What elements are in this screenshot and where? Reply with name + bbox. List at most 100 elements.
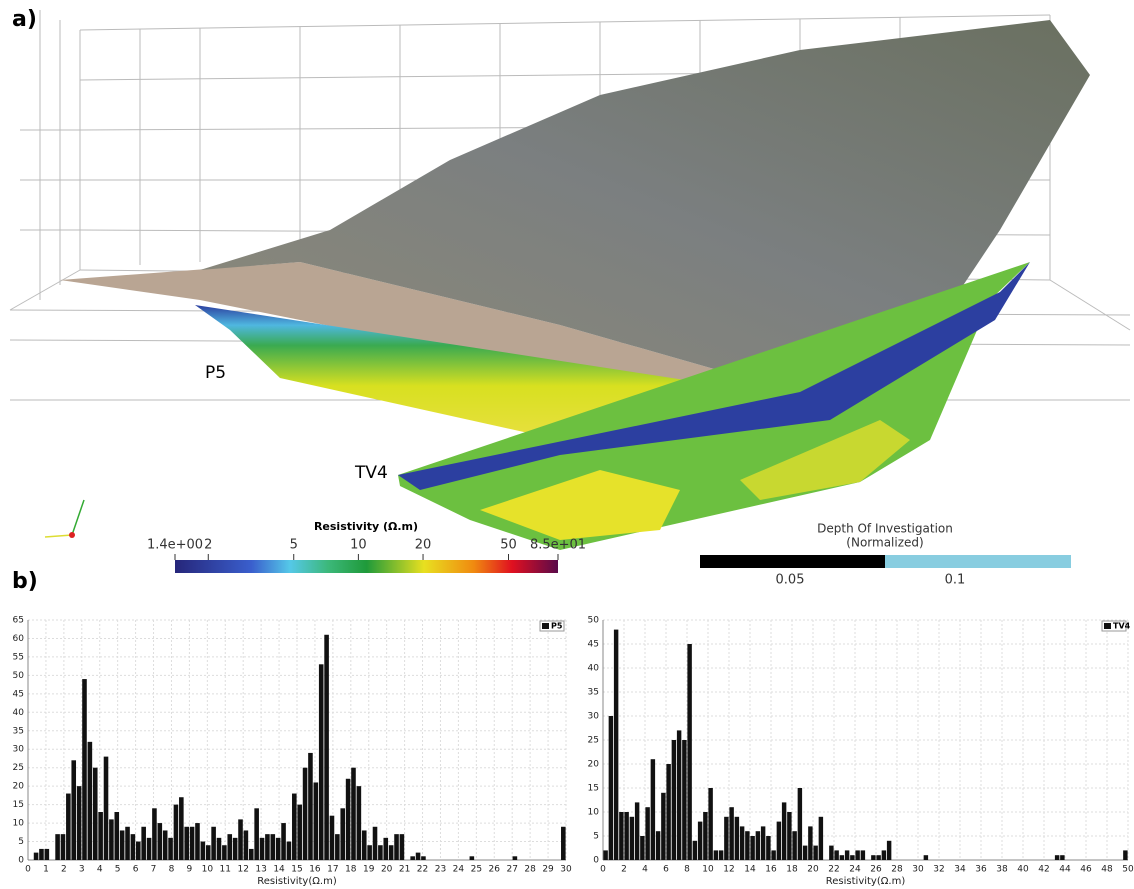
bar	[645, 807, 650, 860]
y-tick-label: 65	[13, 616, 24, 626]
bar	[844, 850, 850, 860]
bar	[66, 793, 71, 860]
bar	[834, 850, 839, 860]
bar	[125, 826, 130, 860]
bar	[766, 836, 771, 860]
y-tick-label: 5	[593, 832, 599, 842]
bar	[818, 816, 824, 860]
x-tick-label: 28	[524, 865, 536, 875]
bar	[313, 782, 319, 860]
bar	[340, 808, 346, 860]
x-tick-label: 14	[744, 865, 756, 875]
bar	[173, 804, 179, 860]
bar	[640, 836, 645, 860]
bar	[248, 848, 254, 860]
bar	[44, 848, 50, 860]
bar	[750, 836, 755, 860]
bar	[829, 845, 834, 860]
section-tv4-top	[398, 262, 1030, 490]
bar	[227, 834, 233, 860]
x-tick-label: 19	[363, 865, 375, 875]
x-tick-label: 4	[97, 865, 103, 875]
bar	[603, 850, 608, 860]
x-axis-label: Resistivity(Ω.m)	[826, 876, 906, 887]
bar	[216, 837, 222, 860]
bar	[734, 816, 740, 860]
bar	[162, 830, 168, 860]
bar	[813, 845, 818, 860]
x-tick-label: 42	[1038, 865, 1049, 875]
x-tick-label: 26	[870, 865, 882, 875]
x-tick-label: 12	[237, 865, 248, 875]
bar	[60, 834, 66, 860]
y-tick-label: 35	[588, 688, 599, 698]
bar	[318, 664, 324, 860]
bar	[886, 840, 892, 860]
y-tick-label: 30	[588, 712, 600, 722]
bar	[676, 730, 682, 860]
doi-title: Depth Of Investigation	[817, 522, 953, 536]
bar	[302, 767, 308, 860]
bar	[281, 823, 286, 860]
bar	[179, 797, 184, 860]
bar	[136, 841, 141, 860]
x-tick-label: 8	[169, 865, 175, 875]
section-tv4-low	[740, 420, 910, 500]
x-tick-label: 14	[273, 865, 285, 875]
bar	[687, 644, 692, 860]
bar	[881, 850, 887, 860]
bar	[729, 807, 734, 860]
x-tick-label: 40	[1017, 865, 1029, 875]
bar	[265, 834, 270, 860]
legend-label: P5	[551, 622, 563, 631]
bar	[613, 629, 619, 860]
bar	[876, 855, 881, 860]
y-tick-label: 5	[18, 837, 24, 847]
bar	[33, 852, 39, 860]
x-tick-label: 13	[255, 865, 266, 875]
x-tick-label: 18	[345, 865, 357, 875]
bar	[410, 856, 415, 860]
x-tick-label: 12	[723, 865, 734, 875]
bar	[399, 834, 405, 860]
panel-label: a)	[12, 7, 37, 32]
bar	[189, 826, 195, 860]
x-tick-label: 0	[600, 865, 606, 875]
bar	[243, 830, 249, 860]
bar	[860, 850, 866, 860]
x-tick-label: 24	[453, 865, 465, 875]
bar	[797, 788, 803, 860]
bar	[745, 831, 750, 860]
colorbar-tick-label: 50	[500, 538, 517, 553]
x-tick-label: 8	[684, 865, 690, 875]
panel-label: b)	[12, 569, 38, 594]
bar	[39, 848, 44, 860]
bar	[421, 856, 426, 860]
bar	[776, 821, 782, 860]
bar	[92, 767, 98, 860]
bar	[415, 852, 421, 860]
bar	[345, 778, 351, 860]
bar	[634, 802, 640, 860]
bar	[308, 752, 313, 860]
bar	[739, 826, 745, 860]
y-tick-label: 10	[588, 808, 600, 818]
x-tick-label: 5	[115, 865, 121, 875]
bar	[361, 830, 367, 860]
x-tick-label: 44	[1059, 865, 1071, 875]
bar	[152, 808, 157, 860]
y-tick-label: 0	[18, 856, 24, 866]
x-tick-label: 10	[202, 865, 214, 875]
bar	[351, 767, 356, 860]
axis-triad	[44, 499, 85, 538]
bar	[87, 741, 93, 860]
bar	[184, 826, 189, 860]
x-tick-label: 16	[765, 865, 777, 875]
colorbar-tick-label: 2	[204, 538, 212, 553]
legend-box	[539, 620, 565, 632]
bar	[195, 823, 200, 860]
bar	[708, 788, 713, 860]
x-tick-label: 2	[621, 865, 627, 875]
bar	[383, 837, 389, 860]
bar	[372, 826, 378, 860]
